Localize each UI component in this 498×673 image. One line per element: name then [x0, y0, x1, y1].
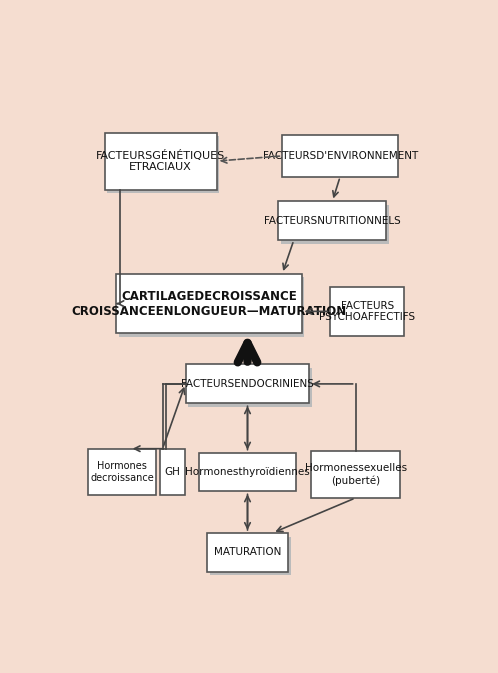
FancyBboxPatch shape: [119, 277, 304, 337]
Text: FACTEURSGÉNÉTIQUES
ETRACIAUX: FACTEURSGÉNÉTIQUES ETRACIAUX: [96, 150, 225, 172]
FancyBboxPatch shape: [278, 201, 386, 240]
Text: FACTEURSD'ENVIRONNEMENT: FACTEURSD'ENVIRONNEMENT: [262, 151, 418, 161]
Text: FACTEURSNUTRITIONNELS: FACTEURSNUTRITIONNELS: [264, 215, 401, 225]
FancyBboxPatch shape: [281, 205, 389, 244]
FancyBboxPatch shape: [311, 452, 400, 498]
Text: FACTEURS
PSYCHOAFFECTIFS: FACTEURS PSYCHOAFFECTIFS: [319, 301, 415, 322]
FancyBboxPatch shape: [186, 365, 309, 403]
Text: GH: GH: [164, 467, 180, 477]
Text: MATURATION: MATURATION: [214, 547, 281, 557]
FancyBboxPatch shape: [117, 274, 302, 333]
FancyBboxPatch shape: [105, 133, 217, 190]
Text: Hormonesthyroïdiennes: Hormonesthyroïdiennes: [185, 467, 310, 477]
FancyBboxPatch shape: [88, 449, 156, 495]
FancyBboxPatch shape: [108, 136, 219, 193]
Text: FACTEURSENDOCRINIENS: FACTEURSENDOCRINIENS: [181, 379, 314, 389]
FancyBboxPatch shape: [207, 533, 288, 572]
FancyBboxPatch shape: [199, 452, 296, 491]
Text: Hormones
decroissance: Hormones decroissance: [90, 461, 154, 483]
FancyBboxPatch shape: [210, 536, 291, 575]
Text: CARTILAGEDECROISSANCE
CROISSANCEENLONGUEUR—MATURATION: CARTILAGEDECROISSANCE CROISSANCEENLONGUE…: [71, 289, 347, 318]
Text: Hormonessexuelles
(puberté): Hormonessexuelles (puberté): [304, 464, 407, 486]
FancyBboxPatch shape: [160, 449, 185, 495]
FancyBboxPatch shape: [282, 135, 398, 176]
FancyBboxPatch shape: [188, 368, 312, 407]
FancyBboxPatch shape: [331, 287, 404, 336]
